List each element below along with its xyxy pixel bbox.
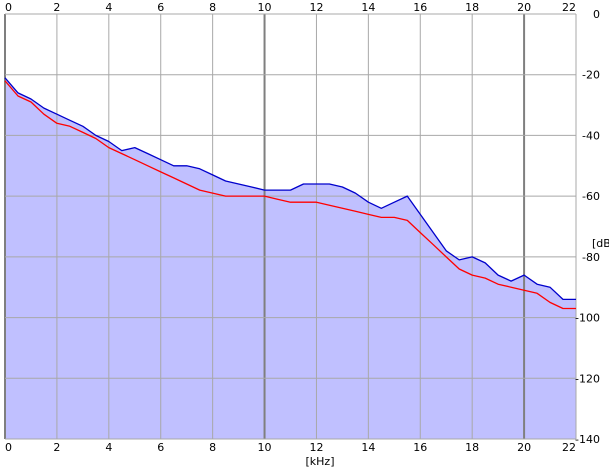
y-tick-label: -120: [575, 372, 600, 385]
x-tick-label-bottom: 18: [465, 441, 479, 454]
series-line: [4, 77, 576, 301]
series-line: [4, 80, 576, 310]
x-tick-label-top: 10: [258, 1, 272, 14]
y-tick-label: -20: [582, 69, 600, 82]
x-tick-label-top: 20: [517, 1, 531, 14]
y-tick-label: -40: [582, 129, 600, 142]
spectrum-fill: [5, 77, 576, 440]
x-tick-label-bottom: 16: [413, 441, 427, 454]
x-tick-label-top: 12: [309, 1, 323, 14]
x-tick-label-bottom: 4: [105, 441, 112, 454]
x-tick-label-bottom: 0: [5, 441, 12, 454]
x-tick-label-bottom: 2: [53, 441, 60, 454]
spectrum-fill-layer: [5, 77, 576, 440]
x-tick-label-top: 2: [53, 1, 60, 14]
x-tick-label-top: 0: [5, 1, 12, 14]
y-tick-label: -60: [582, 190, 600, 203]
x-tick-label-top: 16: [413, 1, 427, 14]
x-tick-label-top: 6: [157, 1, 164, 14]
y-tick-label: -140: [575, 433, 600, 446]
x-tick-label-top: 18: [465, 1, 479, 14]
y-tick-label: -100: [575, 312, 600, 325]
x-tick-label-bottom: 10: [258, 441, 272, 454]
x-tick-label-top: 22: [562, 1, 576, 14]
x-tick-label-top: 8: [209, 1, 216, 14]
x-tick-label-bottom: 12: [309, 441, 323, 454]
y-tick-label: 0: [593, 8, 600, 21]
x-tick-label-top: 4: [105, 1, 112, 14]
x-tick-label-bottom: 8: [209, 441, 216, 454]
x-tick-label-bottom: 20: [517, 441, 531, 454]
y-tick-label: -80: [582, 251, 600, 264]
x-tick-label-bottom: 6: [157, 441, 164, 454]
x-tick-label-top: 14: [361, 1, 375, 14]
series-layer: [4, 77, 576, 310]
x-axis-label: [kHz]: [306, 455, 335, 468]
x-tick-label-bottom: 14: [361, 441, 375, 454]
x-tick-label-bottom: 22: [562, 441, 576, 454]
y-axis-label: [dB]: [592, 237, 609, 250]
tick-label-layer: 002244668810101212141416161818202022220-…: [5, 1, 600, 454]
grid-layer: [4, 13, 577, 440]
